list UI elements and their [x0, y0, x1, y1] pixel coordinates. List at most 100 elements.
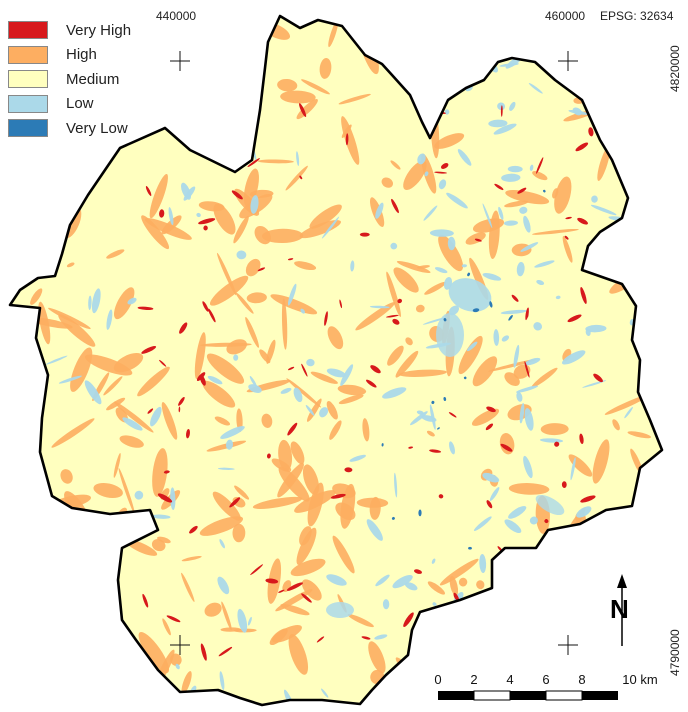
raster-patch	[248, 384, 262, 394]
raster-patch	[159, 359, 167, 367]
raster-patch	[257, 267, 266, 272]
raster-patch	[512, 659, 516, 672]
raster-patch	[261, 413, 273, 428]
raster-patch	[212, 491, 241, 521]
raster-patch	[416, 706, 424, 711]
raster-patch	[585, 328, 591, 336]
raster-patch	[299, 526, 312, 546]
raster-patch	[580, 287, 587, 304]
raster-patch	[580, 495, 596, 503]
raster-patch	[625, 163, 657, 190]
raster-patch	[420, 630, 428, 638]
raster-patch	[316, 636, 325, 643]
raster-patch	[526, 308, 529, 318]
raster-patch	[217, 252, 237, 296]
raster-patch	[612, 570, 617, 584]
raster-patch	[142, 79, 165, 97]
raster-patch	[443, 318, 447, 322]
raster-patch	[332, 535, 355, 574]
raster-patch	[489, 487, 500, 501]
raster-patch	[106, 309, 113, 330]
raster-patch	[327, 326, 344, 350]
raster-patch	[446, 192, 468, 209]
raster-patch	[561, 586, 565, 595]
raster-patch	[229, 497, 241, 508]
graticule-cross-bottom-left	[170, 635, 190, 655]
raster-patch	[438, 494, 444, 499]
raster-patch	[564, 235, 569, 240]
raster-patch	[517, 187, 527, 194]
raster-patch	[591, 195, 598, 203]
raster-patch	[507, 165, 523, 173]
raster-patch	[145, 186, 152, 196]
raster-patch	[579, 433, 584, 445]
raster-patch	[147, 408, 154, 414]
raster-patch	[565, 216, 572, 220]
raster-patch	[536, 280, 545, 285]
raster-patch	[498, 620, 513, 635]
raster-patch	[516, 261, 525, 277]
raster-patch	[245, 258, 261, 277]
raster-patch	[482, 203, 493, 229]
raster-patch	[119, 435, 144, 448]
raster-patch	[349, 454, 366, 462]
raster-patch	[278, 466, 310, 502]
raster-patch	[183, 186, 196, 201]
raster-patch	[359, 232, 370, 237]
raster-patch	[622, 217, 659, 255]
raster-patch	[398, 369, 447, 378]
raster-patch	[109, 533, 118, 542]
raster-patch	[80, 594, 94, 603]
raster-patch	[475, 55, 484, 68]
raster-patch	[482, 272, 502, 281]
raster-patch	[150, 406, 162, 427]
raster-patch	[576, 506, 592, 518]
raster-patch	[543, 189, 546, 193]
raster-patch	[345, 133, 349, 146]
raster-patch	[654, 653, 662, 670]
raster-patch	[328, 20, 339, 48]
raster-patch	[529, 164, 534, 171]
raster-patch	[63, 657, 99, 672]
raster-patch	[168, 207, 174, 226]
raster-patch	[403, 612, 414, 628]
raster-patch	[551, 659, 567, 674]
raster-patch	[375, 574, 390, 587]
raster-patch	[391, 198, 399, 214]
raster-patch	[524, 361, 530, 378]
raster-patch	[508, 483, 550, 495]
raster-patch	[448, 278, 492, 312]
raster-patch	[306, 358, 315, 367]
raster-patch	[88, 295, 92, 310]
raster-patch	[557, 630, 570, 655]
legend-item-medium: Medium	[8, 67, 131, 92]
raster-patch	[293, 387, 303, 403]
raster-patch	[41, 617, 63, 632]
raster-patch	[213, 203, 236, 235]
raster-patch	[30, 548, 50, 552]
raster-patch	[220, 426, 245, 439]
raster-patch	[588, 580, 595, 587]
raster-patch	[299, 103, 307, 118]
raster-patch	[432, 602, 437, 606]
raster-patch	[71, 653, 95, 671]
raster-patch	[529, 516, 538, 525]
raster-patch	[319, 57, 332, 79]
legend-label: High	[66, 46, 97, 64]
raster-patch	[127, 297, 137, 305]
raster-patch	[403, 160, 427, 190]
raster-patch	[178, 396, 185, 406]
raster-patch	[629, 619, 634, 633]
raster-patch	[476, 580, 485, 590]
raster-patch	[457, 149, 472, 166]
raster-patch	[647, 462, 654, 469]
raster-patch	[219, 539, 226, 549]
raster-patch	[46, 677, 57, 694]
raster-patch	[437, 427, 440, 430]
raster-patch	[479, 554, 487, 573]
raster-patch	[624, 406, 633, 419]
raster-patch	[280, 90, 316, 104]
raster-patch	[459, 51, 466, 57]
raster-patch	[429, 449, 442, 453]
raster-patch	[51, 418, 95, 448]
